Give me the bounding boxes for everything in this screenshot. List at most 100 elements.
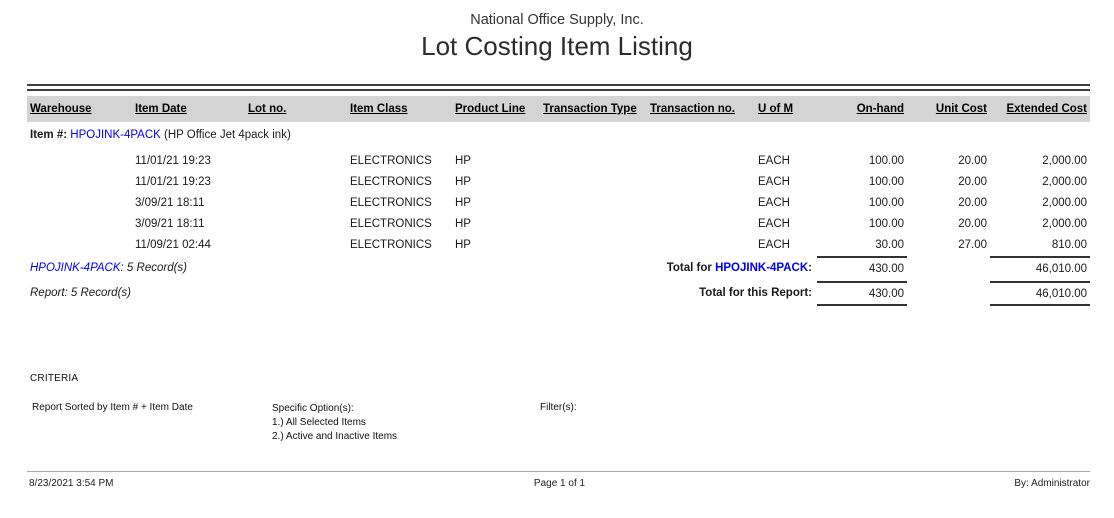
col-header-transaction-type: Transaction Type xyxy=(543,103,637,115)
item-total-unit-cost-empty xyxy=(907,256,990,281)
table-row: 3/09/21 18:11 ELECTRONICS HP EACH 100.00… xyxy=(27,214,1090,235)
item-code-link[interactable]: HPOJINK-4PACK xyxy=(70,129,161,141)
cell-unit-cost: 20.00 xyxy=(958,155,987,167)
report-total-on-hand: 430.00 xyxy=(817,281,907,306)
cell-product-line: HP xyxy=(455,197,471,209)
col-header-lot-no: Lot no. xyxy=(248,103,287,115)
cell-product-line: HP xyxy=(455,176,471,188)
cell-warehouse xyxy=(27,214,132,235)
report-total-left: Report: 5 Record(s) Total for this Repor… xyxy=(27,281,817,306)
cell-unit-cost: 27.00 xyxy=(958,239,987,251)
item-total-left: HPOJINK-4PACK: 5 Record(s) Total for HPO… xyxy=(27,256,817,281)
total-item-code-link[interactable]: HPOJINK-4PACK xyxy=(715,262,809,274)
cell-transaction-type xyxy=(540,172,647,193)
cell-lot-no xyxy=(245,214,347,235)
criteria-sorted-by: Report Sorted by Item # + Item Date xyxy=(32,402,193,413)
cell-on-hand: 100.00 xyxy=(868,218,904,230)
col-header-product-line: Product Line xyxy=(455,103,526,115)
cell-transaction-no xyxy=(647,214,755,235)
cell-extended-cost: 2,000.00 xyxy=(1042,155,1087,167)
item-total-on-hand: 430.00 xyxy=(817,256,907,281)
table-body: 11/01/21 19:23 ELECTRONICS HP EACH 100.0… xyxy=(27,151,1090,256)
cell-extended-cost: 2,000.00 xyxy=(1042,197,1087,209)
cell-u-of-m: EACH xyxy=(758,176,790,188)
item-total-row: HPOJINK-4PACK: 5 Record(s) Total for HPO… xyxy=(27,256,1090,281)
cell-warehouse xyxy=(27,151,132,172)
col-header-item-class: Item Class xyxy=(350,103,408,115)
report-total-label: Total for this Report: xyxy=(699,287,812,299)
criteria-option: 2.) Active and Inactive Items xyxy=(272,431,398,442)
cell-product-line: HP xyxy=(455,239,471,251)
cell-u-of-m: EACH xyxy=(758,218,790,230)
col-header-u-of-m: U of M xyxy=(758,103,794,115)
cell-item-date: 11/01/21 19:23 xyxy=(135,176,211,188)
footer-printed-by: By: Administrator xyxy=(1014,478,1090,489)
cell-unit-cost: 20.00 xyxy=(958,176,987,188)
criteria-details: Report Sorted by Item # + Item Date Spec… xyxy=(27,402,1090,444)
report-footer: 8/23/2021 3:54 PM Page 1 of 1 By: Admini… xyxy=(27,478,1090,489)
cell-u-of-m: EACH xyxy=(758,155,790,167)
col-header-warehouse: Warehouse xyxy=(30,103,92,115)
table-row: 11/01/21 19:23 ELECTRONICS HP EACH 100.0… xyxy=(27,172,1090,193)
record-count-text: : 5 Record(s) xyxy=(120,262,187,274)
report-total-extended-cost: 46,010.00 xyxy=(990,281,1090,306)
cell-warehouse xyxy=(27,235,132,256)
cell-transaction-type xyxy=(540,151,647,172)
criteria-section: CRITERIA Report Sorted by Item # + Item … xyxy=(27,372,1090,444)
cell-item-class: ELECTRONICS xyxy=(350,218,432,230)
cell-item-date: 3/09/21 18:11 xyxy=(135,218,205,230)
header-double-rule xyxy=(27,84,1090,91)
cell-u-of-m: EACH xyxy=(758,239,790,251)
table-row: 11/09/21 02:44 ELECTRONICS HP EACH 30.00… xyxy=(27,235,1090,256)
col-header-transaction-no: Transaction no. xyxy=(650,103,735,115)
table-row: 3/09/21 18:11 ELECTRONICS HP EACH 100.00… xyxy=(27,193,1090,214)
cell-extended-cost: 2,000.00 xyxy=(1042,218,1087,230)
col-header-unit-cost: Unit Cost xyxy=(935,103,987,115)
table-row: 11/01/21 19:23 ELECTRONICS HP EACH 100.0… xyxy=(27,151,1090,172)
cell-unit-cost: 20.00 xyxy=(958,197,987,209)
item-record-count: HPOJINK-4PACK: 5 Record(s) xyxy=(27,257,187,280)
cell-lot-no xyxy=(245,193,347,214)
total-label-prefix: Total for xyxy=(666,262,716,274)
cell-extended-cost: 2,000.00 xyxy=(1042,176,1087,188)
footer-datetime: 8/23/2021 3:54 PM xyxy=(29,478,114,489)
footer-page-info: Page 1 of 1 xyxy=(533,478,586,489)
cell-extended-cost: 810.00 xyxy=(1051,239,1087,251)
table-header-row: Warehouse Item Date Lot no. Item Class P… xyxy=(27,96,1090,122)
cell-transaction-type xyxy=(540,193,647,214)
cell-on-hand: 30.00 xyxy=(875,239,904,251)
col-header-on-hand: On-hand xyxy=(856,103,904,115)
item-description: (HP Office Jet 4pack ink) xyxy=(164,129,291,141)
cell-on-hand: 100.00 xyxy=(868,176,904,188)
cell-transaction-no xyxy=(647,151,755,172)
criteria-filters-label: Filter(s): xyxy=(540,402,577,413)
cell-transaction-type xyxy=(540,235,647,256)
cell-transaction-no xyxy=(647,193,755,214)
criteria-options-list: 1.) All Selected Items 2.) Active and Ina… xyxy=(272,416,540,444)
footer-rule xyxy=(27,471,1090,472)
cell-item-class: ELECTRONICS xyxy=(350,239,432,251)
cell-item-date: 11/09/21 02:44 xyxy=(135,239,211,251)
cell-transaction-no xyxy=(647,172,755,193)
cell-item-date: 11/01/21 19:23 xyxy=(135,155,211,167)
col-header-item-date: Item Date xyxy=(135,103,187,115)
criteria-options-block: Specific Option(s): 1.) All Selected Ite… xyxy=(272,402,540,444)
report-body: Warehouse Item Date Lot no. Item Class P… xyxy=(27,84,1090,489)
cell-item-class: ELECTRONICS xyxy=(350,176,432,188)
cell-u-of-m: EACH xyxy=(758,197,790,209)
cell-lot-no xyxy=(245,172,347,193)
cell-on-hand: 100.00 xyxy=(868,197,904,209)
criteria-options-label: Specific Option(s): xyxy=(272,403,354,414)
item-group-header: Item #: HPOJINK-4PACK (HP Office Jet 4pa… xyxy=(27,127,1090,143)
col-header-extended-cost: Extended Cost xyxy=(1006,103,1087,115)
cell-item-class: ELECTRONICS xyxy=(350,197,432,209)
report-total-unit-cost-empty xyxy=(907,281,990,306)
company-name: National Office Supply, Inc. xyxy=(470,12,644,28)
report-title: Lot Costing Item Listing xyxy=(421,31,693,61)
criteria-heading: CRITERIA xyxy=(30,373,79,384)
report-record-count: Report: 5 Record(s) xyxy=(30,287,131,299)
report-total-row: Report: 5 Record(s) Total for this Repor… xyxy=(27,281,1090,306)
criteria-option: 1.) All Selected Items xyxy=(272,417,366,428)
records-item-code-link[interactable]: HPOJINK-4PACK xyxy=(30,262,121,274)
